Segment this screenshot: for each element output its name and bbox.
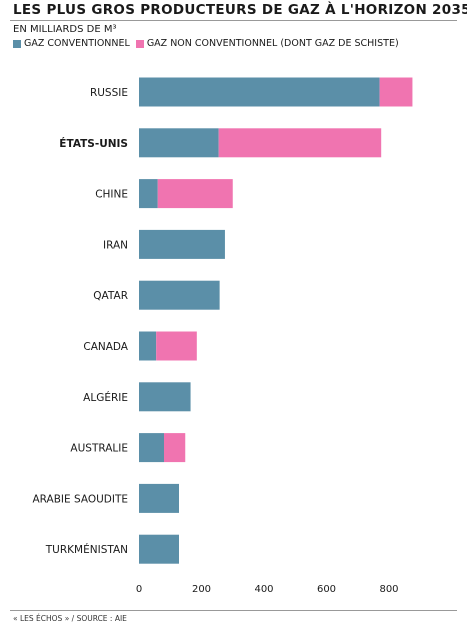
bar-etats-unis-unconventional [218,128,382,158]
legend-swatch-unconventional [135,39,144,48]
bar-russie-conventional [139,77,380,107]
bar-algerie-conventional [139,382,191,412]
legend-label-unconventional: GAZ NON CONVENTIONNEL (DONT GAZ DE SCHIS… [146,38,399,49]
category-label-russie: RUSSIE [90,87,128,99]
category-label-algerie: ALGÉRIE [83,391,128,404]
category-label-etats-unis: ÉTATS-UNIS [59,137,128,150]
x-tick-label-0: 0 [136,584,142,595]
title-divider [10,20,457,21]
bar-iran-conventional [139,229,225,259]
legend-label-conventional: GAZ CONVENTIONNEL [24,38,130,49]
legend-item-conventional: GAZ CONVENTIONNEL [13,38,130,49]
bar-canada-conventional [139,331,157,361]
category-label-chine: CHINE [95,189,128,201]
bar-chine-conventional [139,179,158,209]
bar-qatar-conventional [139,280,220,310]
bar-etats-unis-conventional [139,128,219,158]
chart-title: LES PLUS GROS PRODUCTEURS DE GAZ À L'HOR… [13,2,467,18]
category-label-australie: AUSTRALIE [70,443,128,455]
bar-chine-unconventional [157,179,233,209]
bar-canada-unconventional [156,331,197,361]
source-note: « LES ÉCHOS » / SOURCE : AIE [13,614,127,623]
unit-label: EN MILLIARDS DE M³ [13,24,117,35]
x-tick-label-800: 800 [379,584,398,595]
category-label-arabie-saoudite: ARABIE SAOUDITE [32,493,128,505]
x-tick-label-600: 600 [317,584,336,595]
category-label-canada: CANADA [83,341,128,353]
category-label-iran: IRAN [103,239,128,251]
legend-swatch-conventional [13,39,21,48]
bar-russie-unconventional [379,77,413,107]
legend: GAZ CONVENTIONNEL GAZ NON CONVENTIONNEL … [13,38,405,49]
category-label-qatar: QATAR [93,290,128,302]
x-tick-label-200: 200 [192,584,211,595]
category-label-turkmenistan: TURKMÉNISTAN [45,543,128,556]
bar-australie-conventional [139,433,164,463]
x-tick-label-400: 400 [254,584,273,595]
bar-australie-unconventional [164,433,186,463]
legend-item-unconventional: GAZ NON CONVENTIONNEL (DONT GAZ DE SCHIS… [135,38,399,49]
bar-arabie-saoudite-conventional [139,483,179,513]
source-divider [10,610,457,611]
bar-turkmenistan-conventional [139,534,179,564]
